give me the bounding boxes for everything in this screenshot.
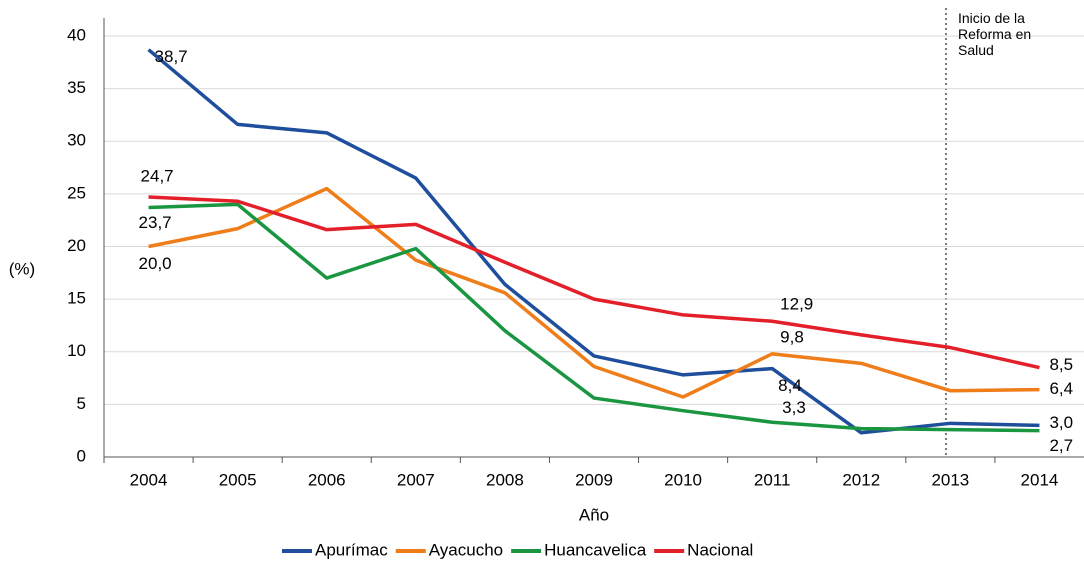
- data-label: 2,7: [1049, 436, 1073, 455]
- data-label: 3,0: [1049, 413, 1073, 432]
- y-tick-label: 0: [77, 446, 86, 465]
- x-tick-label: 2011: [754, 470, 791, 489]
- data-label: 12,9: [780, 295, 813, 314]
- legend-label: Ayacucho: [429, 540, 503, 559]
- x-tick-label: 2007: [397, 470, 435, 489]
- data-label: 8,4: [778, 376, 802, 395]
- x-tick-label: 2004: [130, 470, 168, 489]
- data-label: 6,4: [1049, 379, 1073, 398]
- data-label: 20,0: [139, 254, 172, 273]
- x-tick-label: 2012: [842, 470, 880, 489]
- data-label: 23,7: [139, 213, 172, 232]
- y-tick-label: 35: [67, 78, 86, 97]
- data-label: 38,7: [155, 47, 188, 66]
- data-label: 9,8: [780, 327, 804, 346]
- x-tick-label: 2014: [1021, 470, 1059, 489]
- y-axis-label: (%): [9, 259, 35, 278]
- legend-label: Nacional: [687, 540, 753, 559]
- y-tick-label: 10: [67, 341, 86, 360]
- x-axis-label: Año: [579, 505, 609, 524]
- series-line: [148, 195, 1040, 370]
- x-tick-label: 2009: [575, 470, 613, 489]
- series-line: [148, 202, 1040, 433]
- series-line: [148, 186, 1040, 399]
- y-tick-label: 40: [67, 25, 86, 44]
- x-tick-label: 2010: [664, 470, 702, 489]
- legend-label: Apurímac: [315, 540, 388, 559]
- y-tick-label: 15: [67, 289, 86, 308]
- y-tick-label: 20: [67, 236, 86, 255]
- x-tick-label: 2008: [486, 470, 524, 489]
- data-label: 24,7: [141, 167, 174, 186]
- data-label: 3,3: [782, 398, 806, 417]
- annotation: Inicio de la Reforma en Salud: [958, 10, 1032, 58]
- y-tick-label: 5: [77, 394, 86, 413]
- y-tick-label: 25: [67, 183, 86, 202]
- x-tick-label: 2005: [219, 470, 257, 489]
- x-tick-label: 2013: [931, 470, 969, 489]
- x-tick-label: 2006: [308, 470, 346, 489]
- data-label: 8,5: [1049, 355, 1073, 374]
- y-tick-label: 30: [67, 131, 86, 150]
- legend-label: Huancavelica: [544, 540, 647, 559]
